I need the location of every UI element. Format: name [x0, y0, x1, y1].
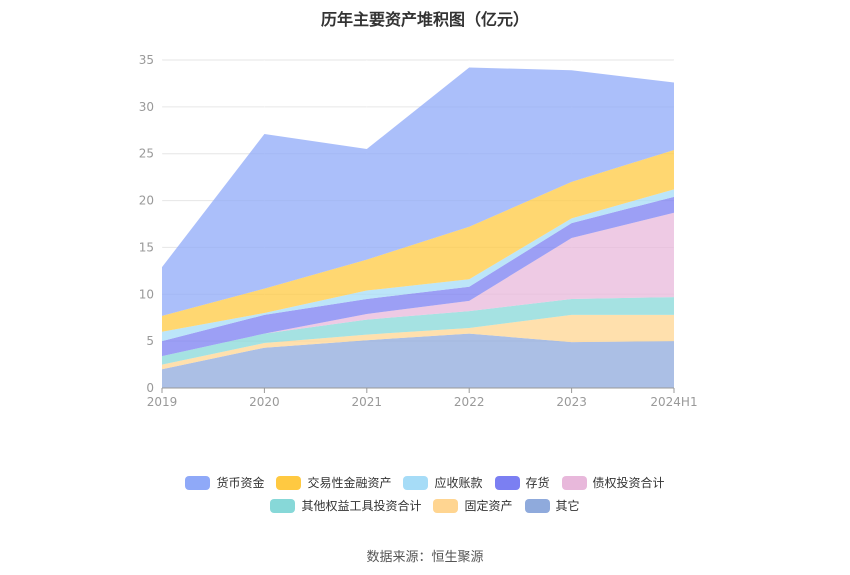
y-tick-label: 35 [139, 53, 154, 67]
y-tick-label: 0 [146, 381, 154, 395]
legend-swatch [185, 475, 211, 490]
legend-item[interactable]: 应收账款 [403, 474, 483, 491]
x-tick-label: 2020 [249, 395, 280, 409]
area-其它 [162, 333, 674, 388]
legend-label: 债权投资合计 [592, 476, 665, 490]
legend-swatch [433, 498, 459, 513]
legend-label: 应收账款 [434, 476, 483, 490]
y-tick-label: 25 [139, 147, 154, 161]
x-tick-label: 2021 [352, 395, 383, 409]
area-其他权益工具投资合计 [162, 297, 674, 365]
legend-item[interactable]: 存货 [494, 474, 550, 491]
legend-swatch [403, 475, 429, 490]
legend-row-2: 其他权益工具投资合计 固定资产 其它 [0, 497, 850, 514]
data-source-note: 数据来源：恒生聚源 [366, 550, 484, 565]
area-债权投资合计 [162, 212, 674, 357]
legend-label: 其他权益工具投资合计 [301, 499, 422, 513]
legend-row-1: 货币资金 交易性金融资产 应收账款 存货 债权投资合计 [0, 474, 850, 491]
x-tick-label: 2023 [556, 395, 587, 409]
legend-item[interactable]: 货币资金 [185, 474, 264, 491]
legend-item[interactable]: 其他权益工具投资合计 [270, 497, 421, 514]
area-应收账款 [162, 189, 674, 342]
legend-label: 其它 [555, 499, 580, 513]
y-tick-label: 5 [146, 334, 154, 348]
legend-swatch [276, 475, 302, 490]
legend-swatch [561, 475, 587, 490]
y-tick-label: 30 [139, 100, 154, 114]
x-tick-label: 2024H1 [650, 395, 697, 409]
legend-swatch [494, 475, 520, 490]
legend-swatch [524, 498, 550, 513]
chart-title: 历年主要资产堆积图（亿元） [320, 10, 529, 29]
axes: 0 5 10 15 20 25 30 35 2019 2020 2021 2022 2023 2024H1 [139, 53, 698, 409]
area-固定资产 [162, 314, 674, 370]
y-tick-label: 15 [139, 240, 154, 254]
x-tick-label: 2022 [454, 395, 485, 409]
legend-item[interactable]: 固定资产 [433, 497, 513, 514]
legend-label: 固定资产 [464, 499, 513, 513]
legend-swatch [270, 498, 296, 513]
legend-item[interactable]: 债权投资合计 [561, 474, 665, 491]
area-series [162, 67, 674, 388]
x-tick-label: 2019 [147, 395, 178, 409]
legend-label: 货币资金 [216, 476, 265, 490]
legend-item[interactable]: 其它 [524, 497, 580, 514]
y-tick-label: 20 [139, 194, 154, 208]
legend-label: 存货 [525, 476, 550, 490]
area-货币资金 [162, 67, 674, 316]
area-存货 [162, 196, 674, 357]
legend-item[interactable]: 交易性金融资产 [276, 474, 391, 491]
area-交易性金融资产 [162, 149, 674, 332]
legend-label: 交易性金融资产 [307, 476, 392, 490]
y-tick-label: 10 [139, 287, 154, 301]
stacked-area-chart: 0 5 10 15 20 25 30 35 2019 2020 2021 2022 2023 2024H1 [139, 53, 698, 409]
